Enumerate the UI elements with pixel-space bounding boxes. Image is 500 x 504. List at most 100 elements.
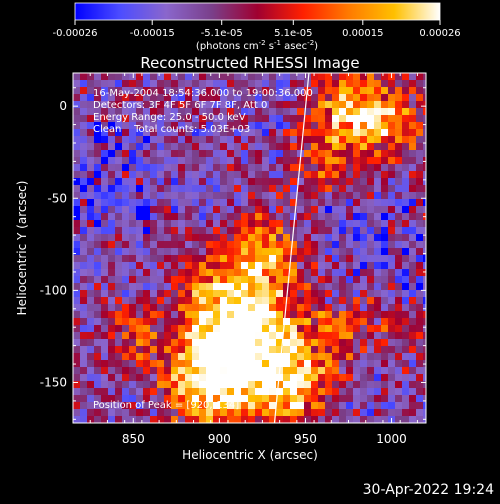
heatmap-cell <box>115 402 123 410</box>
heatmap-cell <box>178 269 186 277</box>
heatmap-cell <box>164 374 172 382</box>
heatmap-cell <box>290 108 298 116</box>
heatmap-cell <box>178 129 186 137</box>
heatmap-cell <box>150 185 158 193</box>
heatmap-cell <box>283 220 291 228</box>
heatmap-cell <box>101 241 109 249</box>
heatmap-cell <box>276 346 284 354</box>
heatmap-cell <box>353 101 361 109</box>
heatmap-cell <box>346 220 354 228</box>
heatmap-cell <box>283 199 291 207</box>
heatmap-cell <box>290 304 298 312</box>
heatmap-cell <box>164 87 172 95</box>
heatmap-cell <box>283 374 291 382</box>
heatmap-cell <box>367 283 375 291</box>
heatmap-cell <box>353 234 361 242</box>
heatmap-cell <box>297 213 305 221</box>
heatmap-cell <box>332 206 340 214</box>
heatmap-cell <box>360 262 368 270</box>
heatmap-cell <box>171 213 179 221</box>
heatmap-cell <box>136 241 144 249</box>
heatmap-cell <box>220 241 228 249</box>
heatmap-cell <box>325 129 333 137</box>
heatmap-cell <box>143 213 151 221</box>
heatmap-cell <box>311 192 319 200</box>
heatmap-cell <box>255 367 263 375</box>
heatmap-cell <box>234 192 242 200</box>
heatmap-cell <box>80 360 88 368</box>
heatmap-cell <box>325 234 333 242</box>
heatmap-cell <box>122 143 130 151</box>
heatmap-cell <box>115 171 123 179</box>
heatmap-cell <box>185 213 193 221</box>
heatmap-cell <box>346 402 354 410</box>
heatmap-cell <box>416 227 424 235</box>
heatmap-cell <box>213 325 221 333</box>
heatmap-cell <box>143 360 151 368</box>
heatmap-cell <box>255 325 263 333</box>
heatmap-cell <box>367 297 375 305</box>
heatmap-cell <box>409 185 417 193</box>
heatmap-cell <box>255 290 263 298</box>
heatmap-cell <box>73 402 81 410</box>
heatmap-cell <box>262 136 270 144</box>
heatmap-cell <box>108 80 116 88</box>
heatmap-cell <box>297 87 305 95</box>
heatmap-cell <box>423 150 426 158</box>
heatmap-cell <box>269 101 277 109</box>
heatmap-cell <box>192 248 200 256</box>
heatmap-cell <box>402 297 410 305</box>
heatmap-cell <box>255 409 263 417</box>
heatmap-cell <box>192 381 200 389</box>
heatmap-cell <box>122 206 130 214</box>
heatmap-cell <box>255 206 263 214</box>
heatmap-cell <box>283 248 291 256</box>
heatmap-cell <box>395 360 403 368</box>
heatmap-cell <box>199 185 207 193</box>
heatmap-cell <box>199 346 207 354</box>
heatmap-cell <box>234 290 242 298</box>
heatmap-cell <box>339 255 347 263</box>
heatmap-cell <box>374 178 382 186</box>
heatmap-cell <box>367 318 375 326</box>
heatmap-cell <box>220 87 228 95</box>
heatmap-cell <box>108 381 116 389</box>
heatmap-cell <box>297 178 305 186</box>
heatmap-cell <box>143 101 151 109</box>
heatmap-cell <box>248 402 256 410</box>
heatmap-cell <box>220 199 228 207</box>
heatmap-cell <box>395 227 403 235</box>
heatmap-cell <box>409 80 417 88</box>
heatmap-cell <box>339 73 347 81</box>
heatmap-cell <box>318 248 326 256</box>
heatmap-cell <box>220 94 228 102</box>
heatmap-cell <box>297 206 305 214</box>
heatmap-cell <box>185 129 193 137</box>
heatmap-cell <box>353 115 361 123</box>
heatmap-cell <box>80 171 88 179</box>
heatmap-cell <box>367 115 375 123</box>
heatmap-cell <box>402 80 410 88</box>
heatmap-cell <box>290 283 298 291</box>
heatmap-cell <box>178 122 186 130</box>
heatmap-cell <box>241 213 249 221</box>
heatmap-cell <box>367 262 375 270</box>
heatmap-cell <box>220 297 228 305</box>
heatmap-cell <box>157 311 165 319</box>
heatmap-cell <box>94 416 102 423</box>
heatmap-cell <box>87 290 95 298</box>
heatmap-cell <box>213 171 221 179</box>
heatmap-cell <box>262 199 270 207</box>
heatmap-cell <box>248 143 256 151</box>
heatmap-cell <box>297 143 305 151</box>
heatmap-cell <box>297 409 305 417</box>
heatmap-cell <box>304 87 312 95</box>
heatmap-cell <box>206 360 214 368</box>
heatmap-cell <box>129 283 137 291</box>
heatmap-cell <box>206 374 214 382</box>
heatmap-cell <box>297 255 305 263</box>
heatmap-cell <box>143 304 151 312</box>
heatmap-cell <box>332 297 340 305</box>
heatmap-cell <box>122 227 130 235</box>
heatmap-cell <box>276 213 284 221</box>
